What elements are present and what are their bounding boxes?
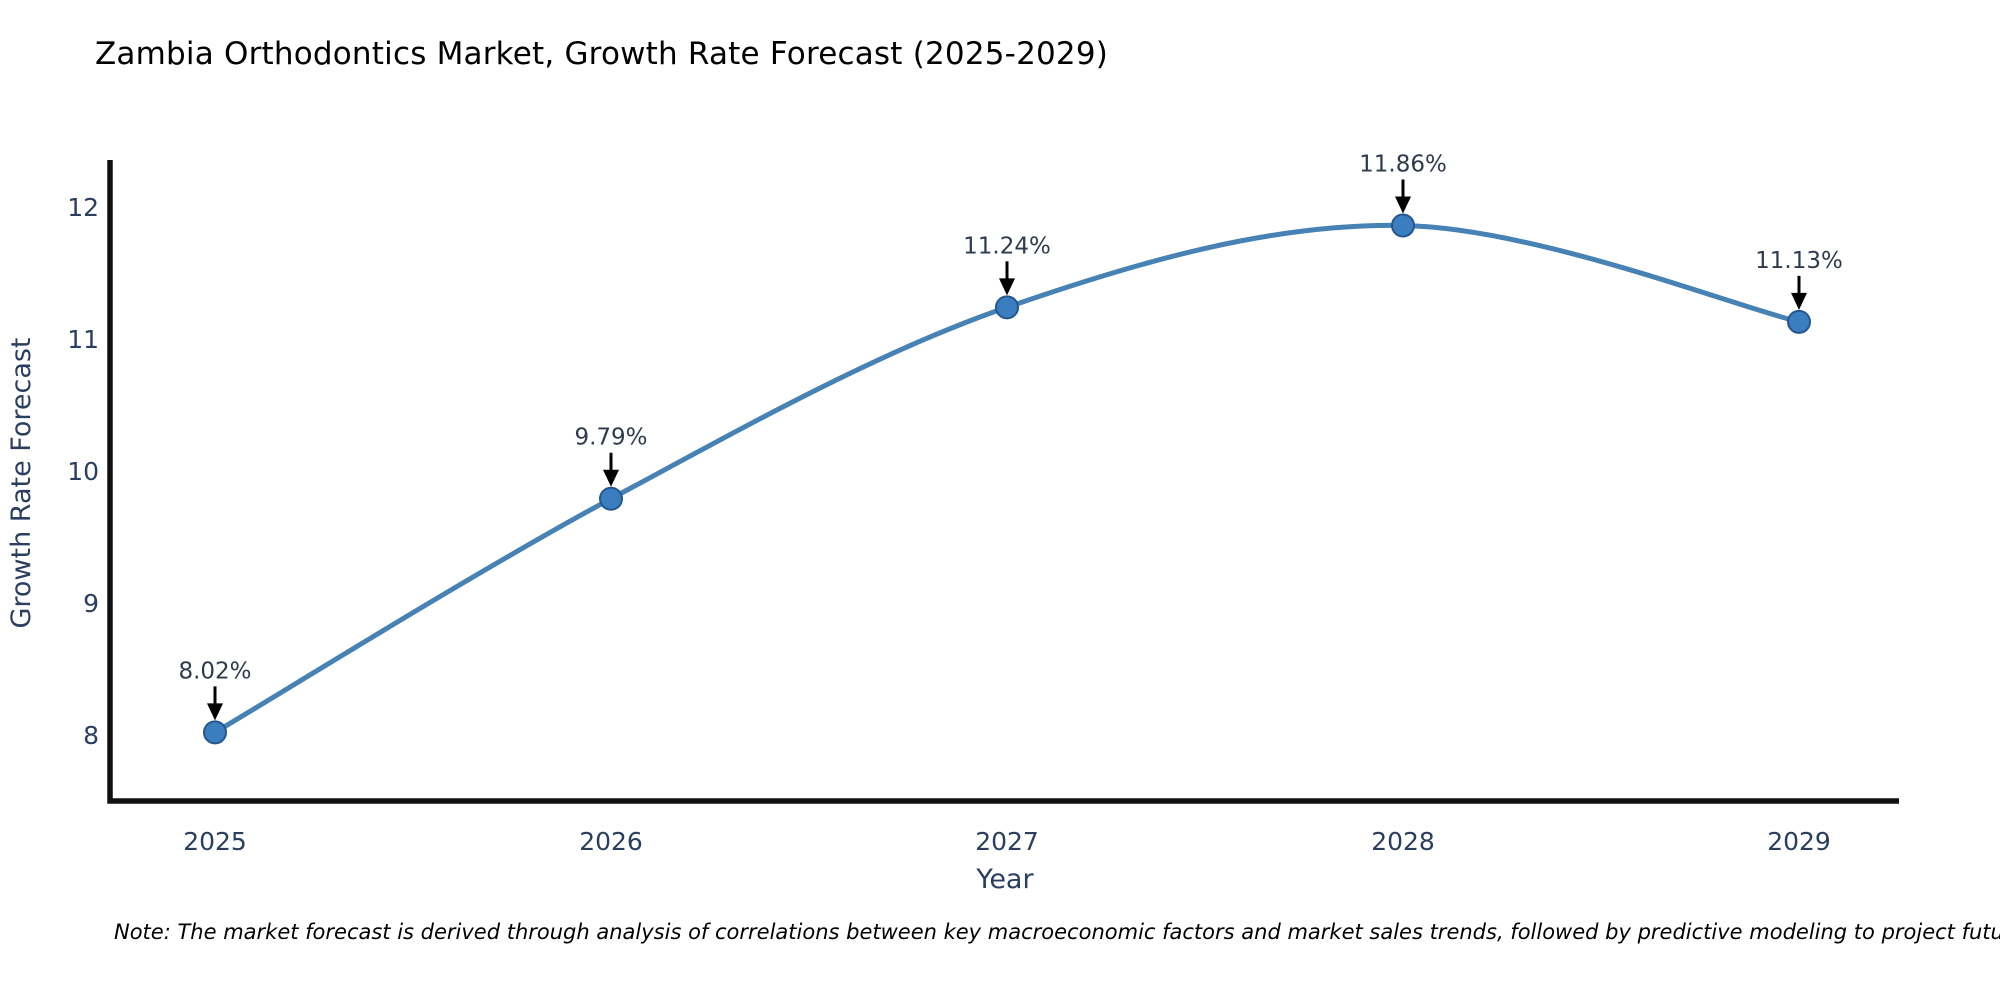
- x-tick-label: 2028: [1371, 827, 1435, 856]
- y-tick-label: 11: [67, 325, 99, 354]
- data-point-label: 11.13%: [1755, 248, 1843, 274]
- data-point-marker: [995, 295, 1019, 320]
- annotation-arrow-head: [1395, 196, 1411, 214]
- y-tick-label: 10: [67, 457, 99, 486]
- annotation-arrow-head: [1791, 292, 1807, 310]
- y-tick-label: 12: [67, 193, 99, 222]
- data-point-marker: [599, 486, 623, 511]
- data-point-marker: [1787, 309, 1811, 334]
- data-point-label: 8.02%: [178, 658, 251, 684]
- x-axis-title: Year: [975, 864, 1034, 895]
- annotation-arrow-head: [207, 703, 223, 721]
- y-tick-label: 8: [83, 721, 99, 750]
- x-tick-label: 2026: [579, 827, 643, 856]
- annotation-arrow-head: [603, 469, 619, 487]
- x-tick-label: 2027: [975, 827, 1039, 856]
- data-point-label: 11.24%: [963, 233, 1051, 259]
- data-point-marker: [1391, 213, 1415, 238]
- data-point-label: 11.86%: [1359, 151, 1447, 177]
- x-tick-label: 2029: [1767, 827, 1831, 856]
- x-tick-label: 2025: [183, 827, 247, 856]
- annotation-arrow-head: [999, 278, 1015, 296]
- data-point-marker: [203, 720, 227, 745]
- chart-title: Zambia Orthodontics Market, Growth Rate …: [95, 36, 1109, 72]
- data-point-label: 9.79%: [574, 425, 647, 451]
- y-axis-title: Growth Rate Forecast: [6, 337, 37, 628]
- chart-note: Note: The market forecast is derived thr…: [114, 920, 2000, 944]
- y-tick-label: 9: [83, 589, 99, 618]
